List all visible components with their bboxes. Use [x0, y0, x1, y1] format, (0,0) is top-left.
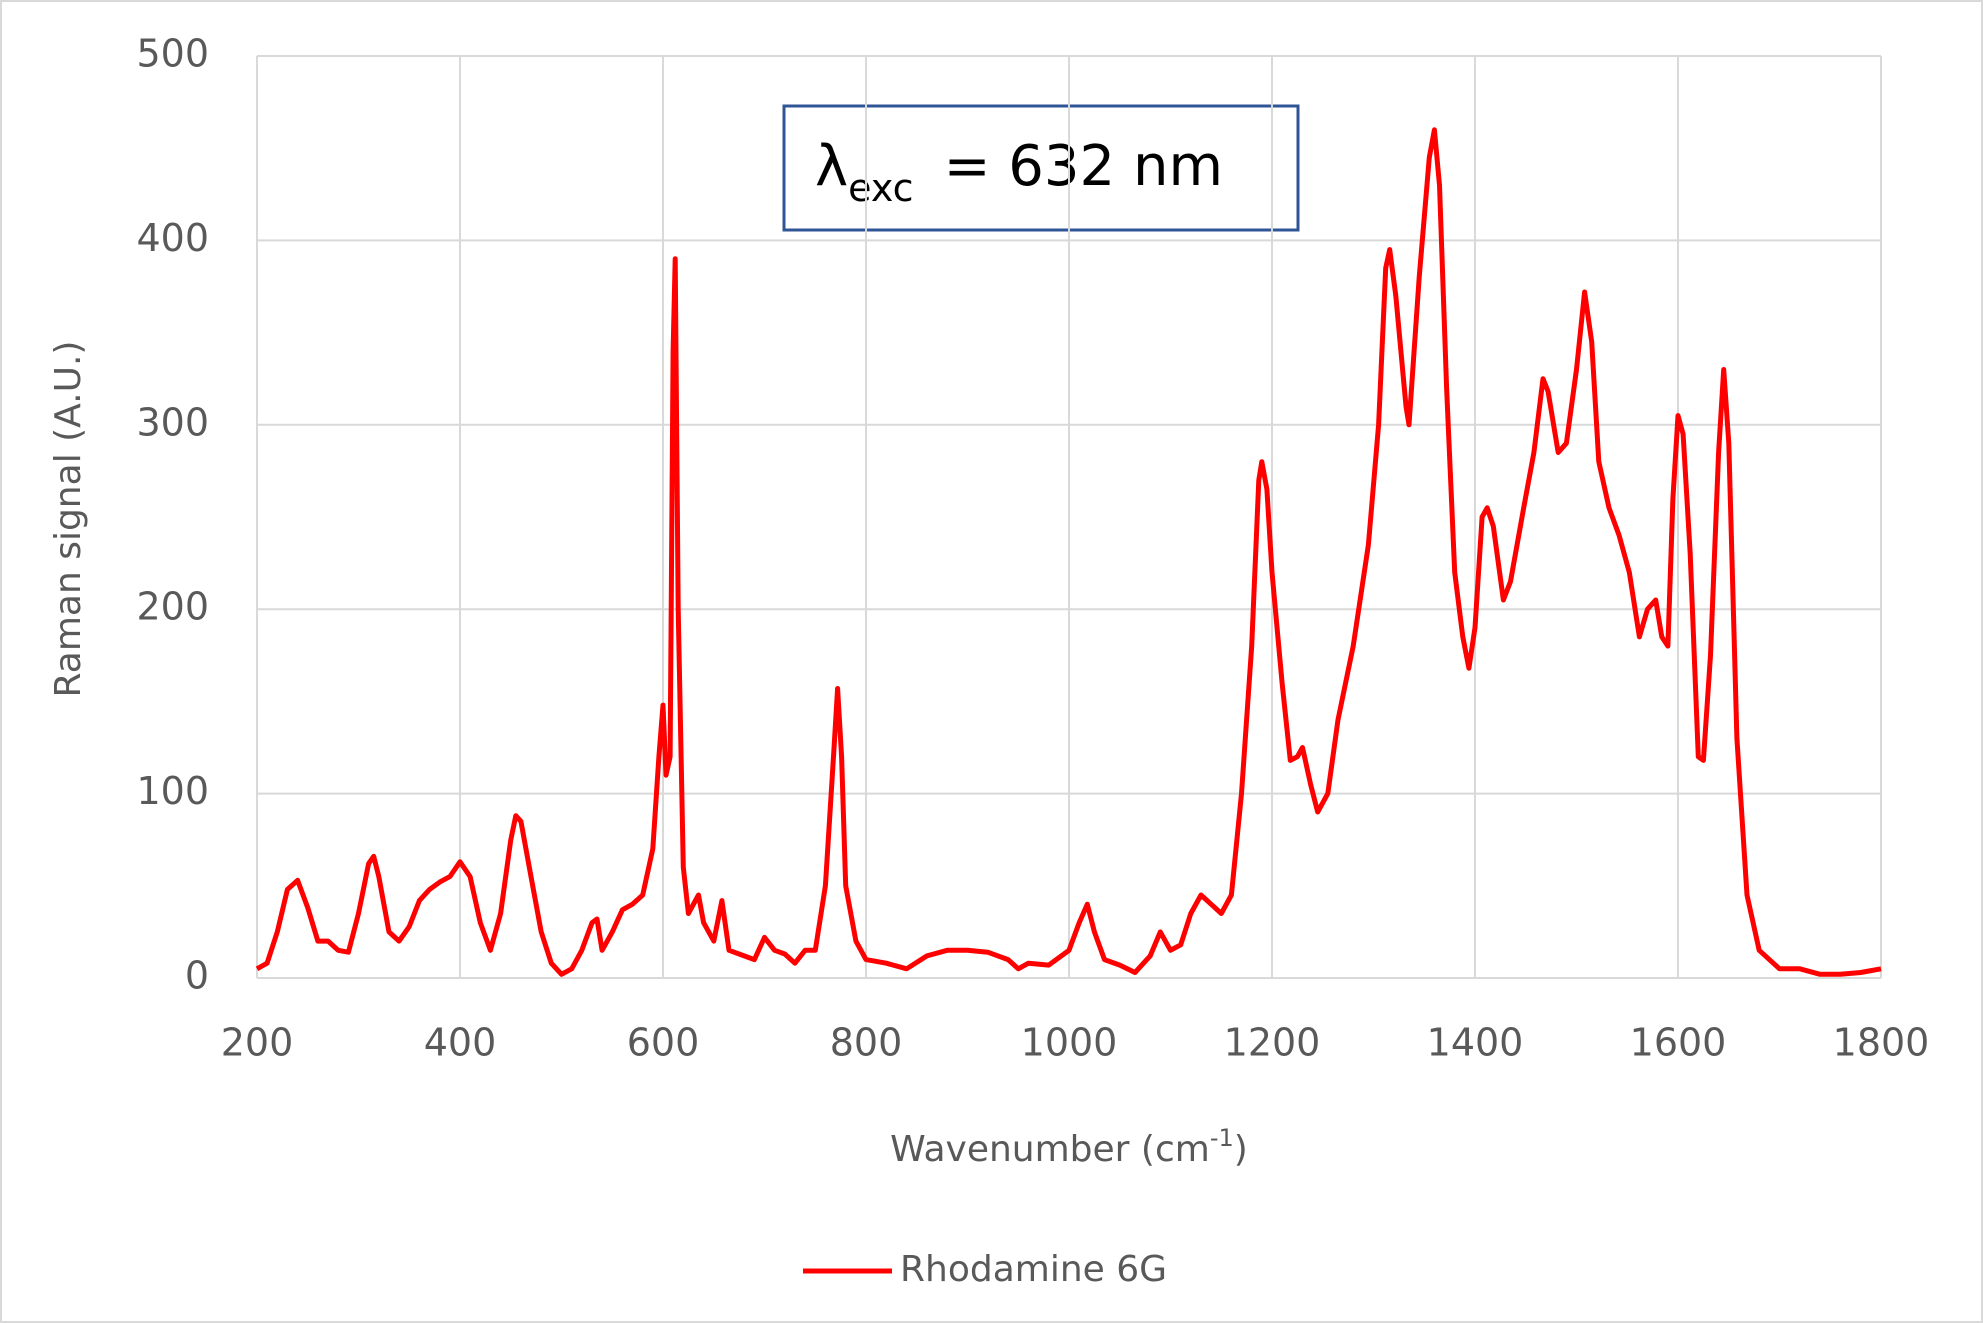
x-tick-label: 600	[627, 1021, 700, 1065]
y-tick-label: 0	[185, 954, 209, 998]
x-tick-label: 1400	[1427, 1021, 1524, 1065]
y-tick-label: 500	[136, 32, 209, 76]
x-tick-label: 200	[221, 1021, 294, 1065]
y-tick-label: 400	[136, 216, 209, 260]
y-axis-label: Raman signal (A.U.)	[48, 341, 89, 698]
annotation-box	[782, 104, 1300, 232]
x-tick-label: 1200	[1224, 1021, 1321, 1065]
data-line	[255, 127, 1882, 977]
x-tick-label: 1600	[1630, 1021, 1727, 1065]
y-tick-label: 300	[136, 400, 209, 444]
x-tick-label: 1000	[1021, 1021, 1118, 1065]
x-label-sup: -1	[1210, 1124, 1234, 1152]
annotation-symbol: λ	[815, 134, 848, 199]
y-tick-label: 200	[136, 585, 209, 629]
x-tick-label: 800	[830, 1021, 903, 1065]
y-tick-label: 100	[136, 769, 209, 813]
x-tick-label: 1800	[1833, 1021, 1930, 1065]
x-axis-label: Wavenumber (cm-1)	[890, 1124, 1248, 1170]
x-label-main: Wavenumber (cm	[890, 1129, 1210, 1170]
annotation-subscript: exc	[848, 166, 913, 210]
annotation: λexc = 632 nm	[815, 134, 1223, 209]
annotation-text: = 632 nm	[944, 134, 1223, 199]
x-tick-label: 400	[424, 1021, 497, 1065]
x-label-end: )	[1234, 1129, 1248, 1170]
legend-label: Rhodamine 6G	[900, 1249, 1167, 1290]
